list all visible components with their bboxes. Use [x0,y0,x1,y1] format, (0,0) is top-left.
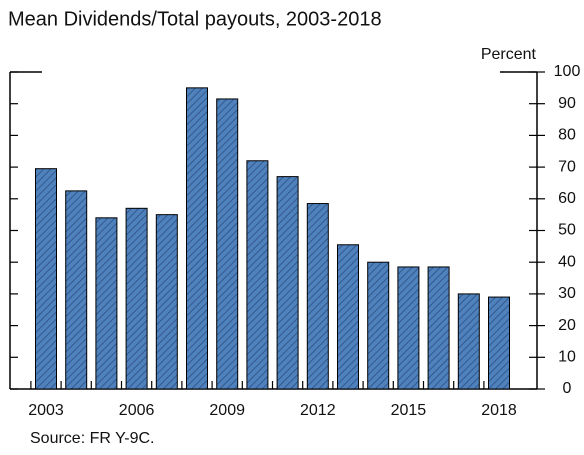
bar [216,98,239,390]
y-tick-label: 10 [558,349,576,366]
bar [246,160,269,390]
y-axis-label: Percent [481,46,537,63]
y-tick-label: 0 [563,380,572,397]
bar [457,293,480,390]
y-tick-label: 80 [558,127,576,144]
bar [95,217,118,390]
bar [397,266,420,390]
x-tick-label: 2009 [209,402,245,419]
y-tick-label: 60 [558,190,576,207]
bar [306,203,329,390]
bar [125,207,148,390]
chart-title: Mean Dividends/Total payouts, 2003-2018 [8,8,382,30]
y-tick-label: 50 [558,222,576,239]
y-tick-label: 70 [558,158,576,175]
bar [186,87,208,390]
bar [276,176,299,390]
bar [35,168,57,390]
x-tick-label: 2006 [119,402,155,419]
x-tick-label: 2015 [391,402,427,419]
x-tick-label: 2012 [300,402,336,419]
bar [367,261,390,390]
y-tick-label: 30 [558,285,576,302]
x-tick-label: 2018 [481,402,517,419]
x-tick-label: 2003 [28,402,64,419]
y-tick-label: 100 [554,63,581,80]
bar [337,244,359,390]
bar [155,214,178,390]
source-note: Source: FR Y-9C. [30,430,155,447]
bar [427,266,450,390]
bar [488,296,510,390]
y-tick-label: 40 [558,253,576,270]
bar [65,190,88,390]
y-tick-label: 20 [558,317,576,334]
y-tick-label: 90 [558,95,576,112]
